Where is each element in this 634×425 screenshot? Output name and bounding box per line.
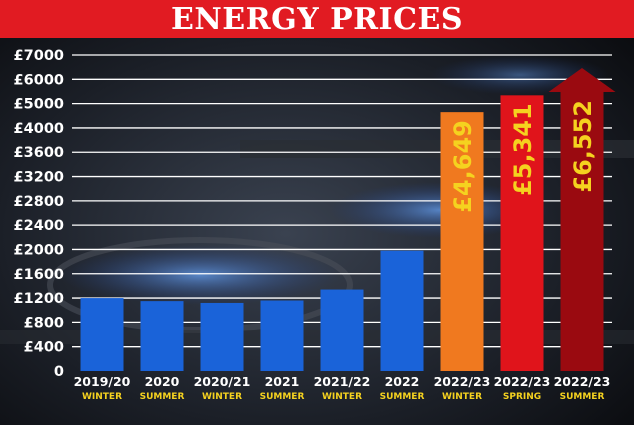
y-tick-label: £3600 (14, 145, 64, 161)
data-label: £4,649 (449, 120, 477, 213)
data-label: £6,552 (569, 100, 597, 193)
y-tick-label: £2400 (14, 218, 64, 234)
y-tick-label: £6000 (14, 72, 64, 88)
bar (320, 289, 364, 371)
bar (140, 301, 184, 371)
y-tick-label: £2000 (14, 242, 64, 258)
x-season-label: WINTER (442, 392, 482, 402)
x-season-label: WINTER (322, 392, 362, 402)
bar-arrow (548, 68, 616, 371)
x-season-label: SUMMER (260, 392, 305, 402)
x-category-label: 2020/21 (194, 374, 251, 389)
y-tick-label: £1600 (14, 267, 64, 283)
y-tick-label: 0 (54, 364, 64, 380)
x-season-label: WINTER (202, 392, 242, 402)
chart-title: ENERGY PRICES (171, 1, 463, 37)
x-season-label: SUMMER (140, 392, 185, 402)
y-tick-label: £7000 (14, 48, 64, 64)
x-category-label: 2021/22 (314, 374, 371, 389)
bar (500, 95, 544, 371)
y-tick-label: £3200 (14, 170, 64, 186)
x-category-label: 2022/23 (494, 374, 551, 389)
bar (260, 300, 304, 371)
x-season-label: SPRING (503, 392, 541, 402)
x-category-label: 2019/20 (74, 374, 131, 389)
x-category-label: 2022/23 (554, 374, 611, 389)
y-tick-label: £400 (24, 340, 64, 356)
x-season-label: SUMMER (380, 392, 425, 402)
y-tick-label: £800 (24, 315, 64, 331)
bar (440, 112, 484, 371)
bar (200, 302, 244, 371)
x-category-label: 2020 (145, 374, 180, 389)
title-banner: ENERGY PRICES (0, 0, 634, 38)
y-tick-label: £1200 (14, 291, 64, 307)
x-category-label: 2021 (265, 374, 300, 389)
y-tick-label: £4000 (14, 121, 64, 137)
x-season-label: SUMMER (560, 392, 605, 402)
data-label: £5,341 (509, 103, 537, 196)
y-tick-label: £5000 (14, 97, 64, 113)
x-season-label: WINTER (82, 392, 122, 402)
y-tick-label: £2800 (14, 194, 64, 210)
x-category-label: 2022/23 (434, 374, 491, 389)
bar (80, 298, 124, 371)
x-category-label: 2022 (385, 374, 420, 389)
bar (380, 250, 424, 371)
